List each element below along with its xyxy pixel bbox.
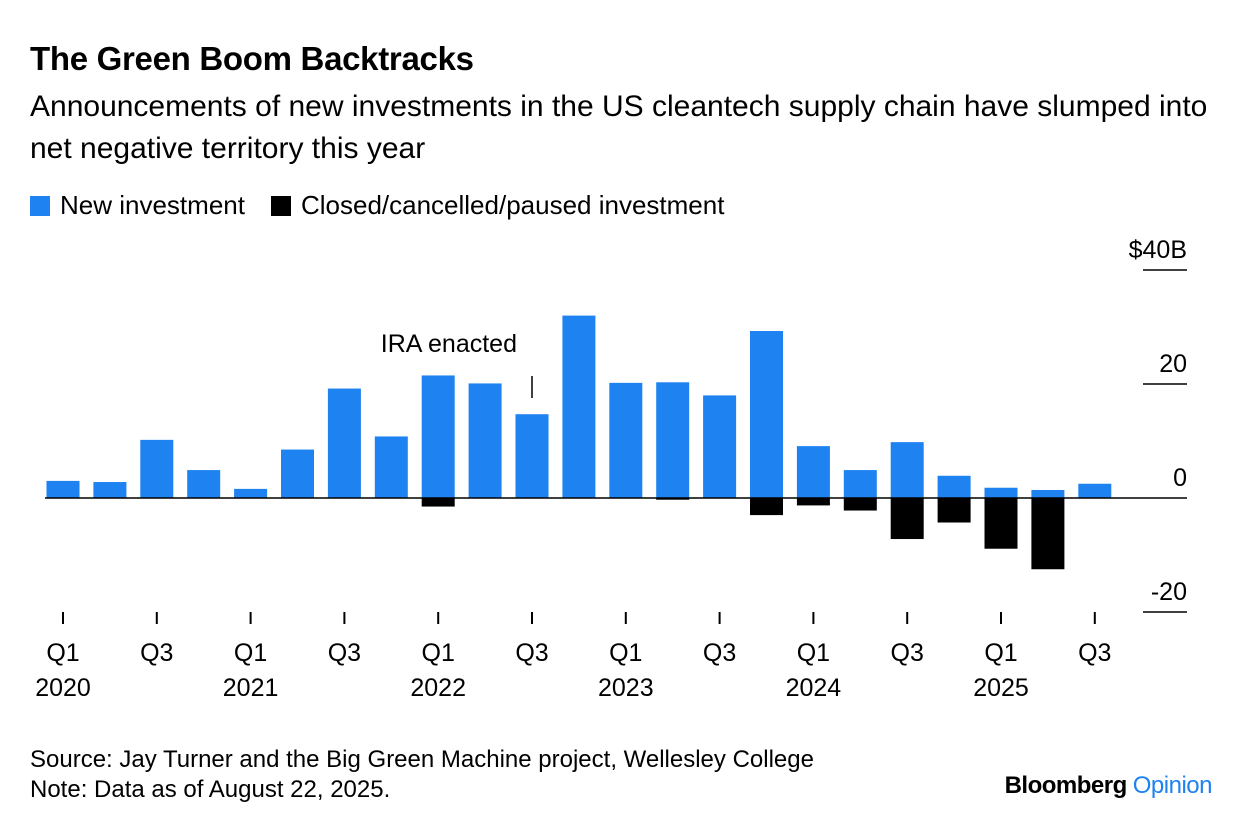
bar-closed-investment — [1031, 498, 1065, 570]
brand-name: Bloomberg — [1004, 772, 1128, 799]
brand-suffix: Opinion — [1132, 772, 1213, 799]
x-tick-label-quarter: Q3 — [140, 639, 173, 667]
bar-closed-investment — [656, 498, 690, 500]
bar-new-investment — [93, 482, 127, 498]
y-tick-label: 20 — [1159, 350, 1187, 378]
bar-closed-investment — [421, 498, 455, 507]
bar-new-investment — [281, 449, 314, 498]
bar-new-investment — [609, 382, 643, 498]
legend-item-new-investment: New investment — [30, 190, 245, 221]
bar-new-investment — [140, 439, 174, 498]
bar-chart: $40B 20 0 -20 Q1 2020 Q3 Q1 2021 Q3 Q1 2022 Q3 Q1 2023… — [35, 236, 1187, 702]
footer: Source: Jay Turner and the Big Green Mac… — [30, 745, 814, 805]
x-tick-label-year: 2021 — [223, 674, 279, 702]
bar-new-investment — [937, 475, 971, 498]
annotation-label: IRA enacted — [381, 330, 517, 358]
x-tick-label-year: 2024 — [786, 674, 842, 702]
bar-new-investment — [562, 315, 596, 498]
x-tick-label-year: 2023 — [598, 674, 654, 702]
y-tick-label: $40B — [1129, 236, 1187, 264]
x-tick-label-quarter: Q3 — [515, 639, 548, 667]
y-tick-label: -20 — [1151, 578, 1187, 606]
x-tick-label-quarter: Q1 — [984, 639, 1017, 667]
bar-new-investment — [796, 446, 830, 498]
bar-new-investment — [187, 470, 221, 498]
x-tick-label-year: 2020 — [35, 674, 91, 702]
bar-new-investment — [234, 488, 268, 498]
source-text: Source: Jay Turner and the Big Green Mac… — [30, 746, 814, 773]
legend: New investment Closed/cancelled/paused i… — [30, 190, 750, 221]
bar-new-investment — [515, 414, 549, 498]
bar-new-investment — [890, 442, 924, 498]
x-tick-label-quarter: Q1 — [797, 639, 830, 667]
bar-new-investment — [46, 480, 80, 498]
bar-new-investment — [327, 388, 361, 498]
x-tick-label-year: 2025 — [973, 674, 1029, 702]
bar-new-investment — [468, 383, 502, 498]
note-text: Note: Data as of August 22, 2025. — [30, 776, 391, 803]
legend-swatch-closed-investment — [270, 195, 291, 216]
x-tick-label-quarter: Q1 — [46, 639, 79, 667]
bar-closed-investment — [796, 498, 830, 506]
legend-item-closed-investment: Closed/cancelled/paused investment — [270, 190, 725, 221]
bar-closed-investment — [890, 498, 924, 540]
bar-new-investment — [1031, 490, 1065, 498]
bar-new-investment — [656, 382, 690, 498]
x-tick-label-quarter: Q1 — [234, 639, 267, 667]
bar-new-investment — [421, 375, 455, 498]
bar-closed-investment — [750, 498, 783, 516]
chart-title: The Green Boom Backtracks — [30, 40, 474, 77]
bar-closed-investment — [937, 498, 971, 523]
x-tick-label-quarter: Q3 — [703, 639, 736, 667]
bar-new-investment — [703, 395, 737, 498]
chart-subtitle: Announcements of new investments in the … — [30, 90, 1208, 165]
x-tick-label-quarter: Q3 — [891, 639, 924, 667]
legend-label-closed-investment: Closed/cancelled/paused investment — [300, 190, 725, 220]
x-tick-label-quarter: Q3 — [1078, 639, 1111, 667]
bar-new-investment — [374, 436, 408, 498]
bar-new-investment — [843, 470, 877, 498]
bar-new-investment — [984, 487, 1018, 498]
bar-new-investment — [750, 330, 783, 498]
bar-closed-investment — [843, 498, 877, 511]
legend-swatch-new-investment — [30, 195, 50, 216]
x-tick-label-quarter: Q1 — [422, 639, 455, 667]
y-tick-label: 0 — [1173, 464, 1187, 492]
x-tick-label-quarter: Q3 — [328, 639, 361, 667]
brand-logo: Bloomberg Opinion — [1004, 772, 1213, 800]
x-tick-label-quarter: Q1 — [609, 639, 642, 667]
legend-label-new-investment: New investment — [60, 190, 245, 220]
bar-closed-investment — [984, 498, 1018, 549]
bar-new-investment — [1078, 483, 1112, 498]
x-tick-label-year: 2022 — [410, 674, 466, 702]
